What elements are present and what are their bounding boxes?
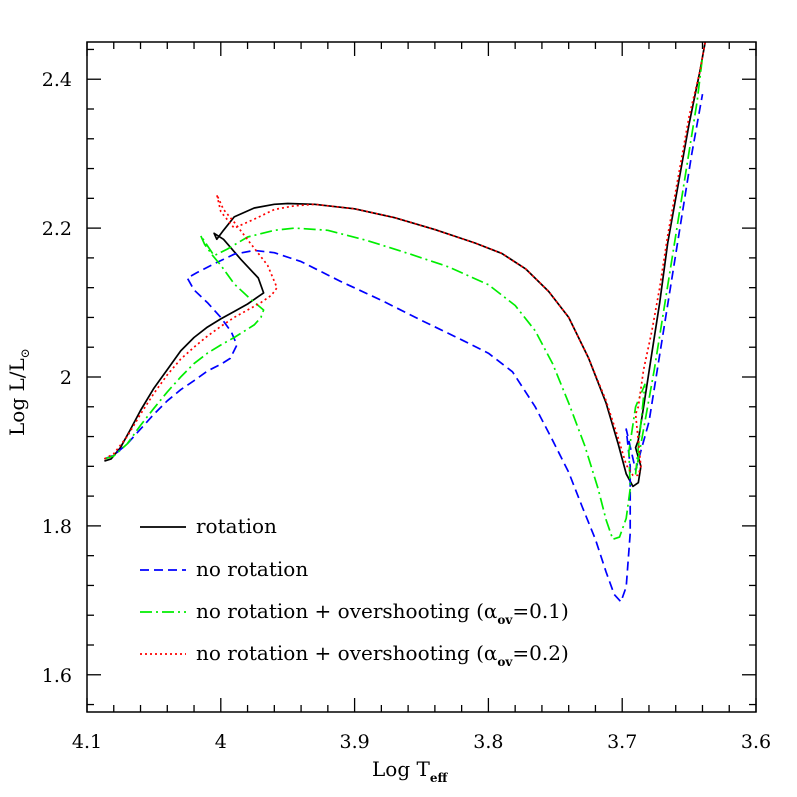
axis-ticks bbox=[86, 42, 757, 712]
legend: rotation no rotation no rotation + oversho… bbox=[140, 514, 569, 669]
y-axis-title-sun-symbol: ⊙ bbox=[18, 348, 32, 358]
legend-label: rotation bbox=[196, 514, 277, 538]
x-tick-label: 4 bbox=[215, 731, 227, 753]
series-layer bbox=[103, 42, 707, 603]
series-line-2 bbox=[104, 93, 704, 603]
y-tick-label: 1.8 bbox=[42, 516, 72, 538]
x-axis-title: Log Teff bbox=[372, 757, 448, 785]
y-tick-label: 1.6 bbox=[42, 665, 72, 687]
series-line-3 bbox=[104, 56, 704, 541]
x-tick-label: 3.6 bbox=[741, 731, 771, 753]
plot-frame bbox=[86, 41, 757, 713]
y-tick-label: 2.2 bbox=[42, 218, 72, 240]
y-tick-label: 2 bbox=[60, 367, 72, 389]
x-tick-label: 3.8 bbox=[473, 731, 503, 753]
x-tick-label: 3.7 bbox=[607, 731, 637, 753]
y-tick-label: 2.4 bbox=[42, 69, 72, 91]
series-line-1 bbox=[104, 42, 707, 488]
legend-label: no rotation + overshooting (αov=0.1) bbox=[196, 599, 569, 627]
tick-labels: 4.1 4 3.9 3.8 3.7 3.6 1.6 1.8 2 2.2 2.4 bbox=[42, 69, 771, 753]
y-axis-title: Log L/L⊙ bbox=[5, 348, 32, 436]
series-line-4 bbox=[103, 42, 707, 477]
legend-label: no rotation bbox=[196, 557, 308, 581]
x-axis-title-subscript: eff bbox=[430, 771, 449, 785]
x-tick-label: 4.1 bbox=[72, 731, 102, 753]
legend-label: no rotation + overshooting (αov=0.2) bbox=[196, 641, 569, 669]
x-tick-label: 3.9 bbox=[339, 731, 369, 753]
